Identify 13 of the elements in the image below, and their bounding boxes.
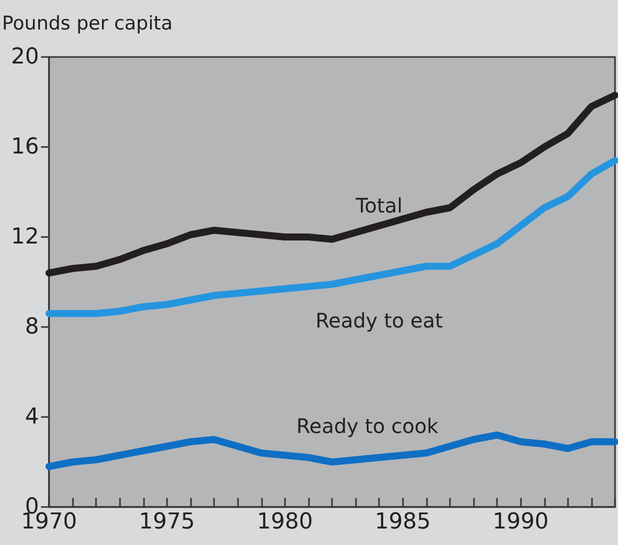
series-label: Ready to cook xyxy=(296,414,439,438)
x-tick-label: 1985 xyxy=(374,510,431,534)
y-tick-label: 12 xyxy=(11,224,39,250)
x-tick-label: 1980 xyxy=(256,510,313,534)
y-tick-label: 8 xyxy=(25,314,39,340)
x-tick-label: 1975 xyxy=(138,510,195,534)
series-label: Total xyxy=(354,194,403,218)
y-tick-label: 4 xyxy=(25,404,39,430)
y-tick-label: 20 xyxy=(11,44,39,70)
series-label: Ready to eat xyxy=(316,308,443,332)
y-tick-label: 16 xyxy=(11,134,39,160)
x-tick-label: 1990 xyxy=(492,510,549,534)
y-axis-title: Pounds per capita xyxy=(2,12,173,34)
